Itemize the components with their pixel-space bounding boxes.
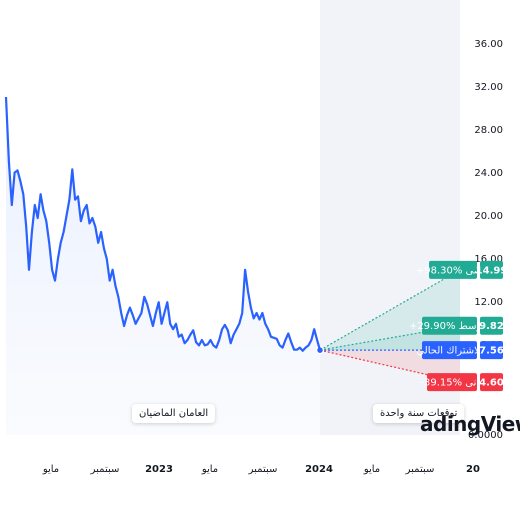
x-tick-label: سبتمبر: [405, 464, 435, 475]
history-label: العامان الماضيان: [132, 404, 216, 423]
watermark-text: adingView: [420, 412, 520, 436]
y-tick-label: 32.00: [474, 82, 503, 93]
forecast-avg-value-pill: [480, 316, 503, 335]
forecast-min-value-pill: [480, 373, 503, 392]
forecast-avg-value: 9.82: [479, 321, 504, 332]
y-tick-label: 12.00: [474, 297, 503, 308]
price-line: [4, 96, 322, 352]
x-tick-label: مايو: [201, 464, 218, 475]
y-tick-label: 36.00: [474, 39, 503, 50]
forecast-current-value-pill: [480, 341, 503, 360]
forecast-label: توقعات سنة واحدة: [373, 404, 465, 423]
watermark-logo: adingView𝟏: [420, 412, 520, 436]
x-tick-label: مايو: [363, 464, 380, 475]
forecast-current-value: 7.56: [479, 346, 504, 357]
x-tick-label: سبتمبر: [248, 464, 278, 475]
forecast-background: [320, 0, 460, 435]
x-tick-label: 2024: [305, 464, 333, 475]
forecast-max-label: +98.30% أقصى: [416, 263, 490, 276]
y-tick-label: 16.00: [474, 254, 503, 265]
forecast-avg-label: +29.90% متوسط: [409, 321, 490, 332]
x-tick-label: مايو: [42, 464, 59, 475]
y-tick-label: 24.00: [474, 168, 503, 179]
history-area: [6, 97, 320, 435]
forecast-current-label: الاشتراك الحالي: [416, 346, 482, 357]
x-tick-label: 20: [466, 464, 480, 475]
forecast-max-value: 14.99: [476, 265, 508, 276]
forecast-min-label: -39.15% أدنى: [420, 376, 483, 389]
x-tick-label: 2023: [145, 464, 173, 475]
forecast-max-label-pill: [429, 260, 477, 279]
forecast-avg-label-pill: [422, 316, 477, 335]
y-tick-label: 28.00: [474, 125, 503, 136]
forecast-max-line: [319, 269, 461, 351]
x-tick-label: سبتمبر: [90, 464, 120, 475]
forecast-min-value: 4.60: [479, 378, 504, 389]
y-tick-label: 20.00: [474, 211, 503, 222]
forecast-current-label-pill: [422, 341, 477, 360]
forecast-max-value-pill: [480, 260, 503, 279]
forecast-min-label-pill: [427, 373, 477, 392]
y-tick-label: 0.0000: [468, 430, 503, 441]
